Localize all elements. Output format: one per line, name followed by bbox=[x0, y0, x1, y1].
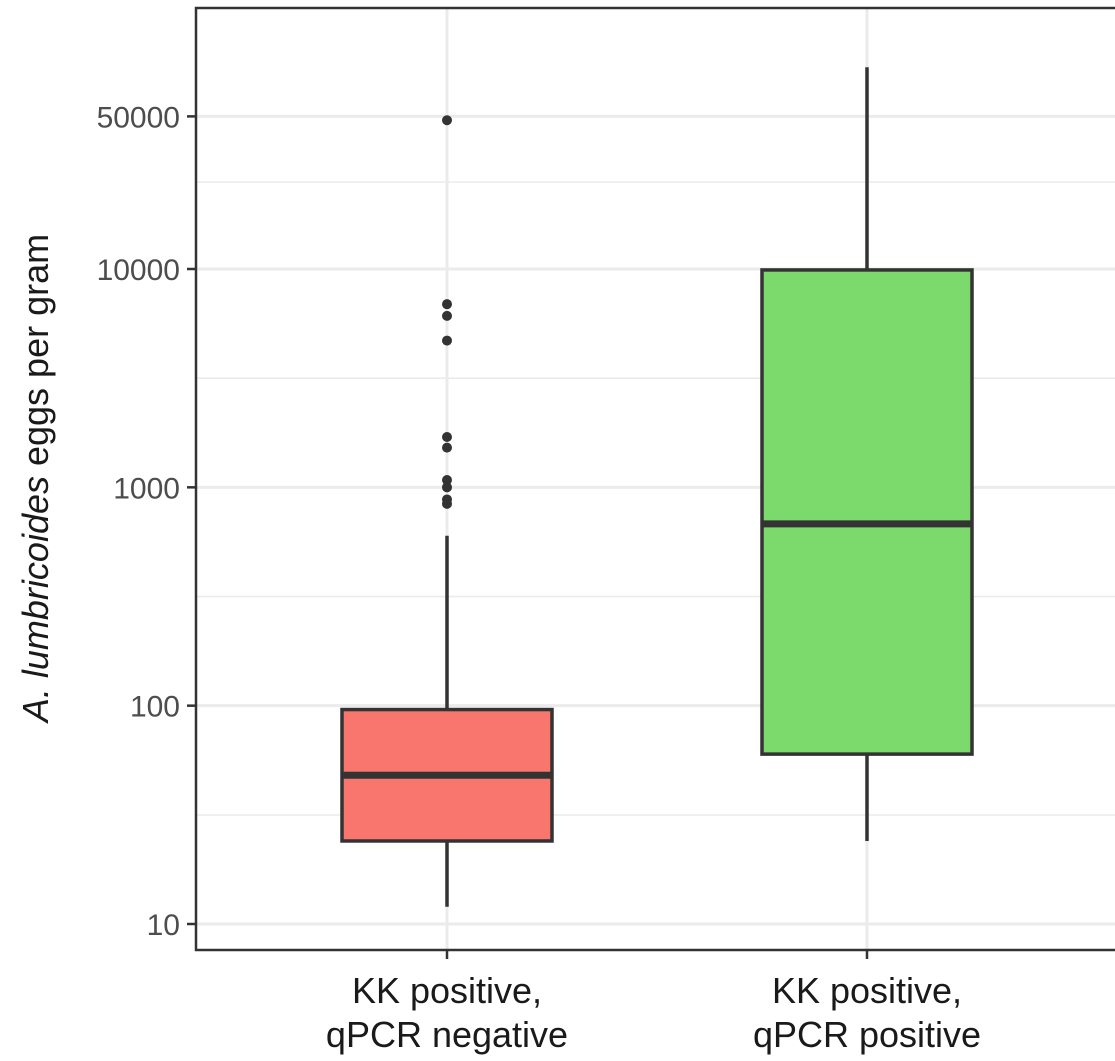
outlier-point bbox=[442, 498, 452, 509]
y-tick-label: 1000 bbox=[113, 472, 180, 505]
outlier-point bbox=[442, 310, 452, 321]
y-axis-ticks: 10 100 1000 10000 50000 bbox=[97, 101, 196, 942]
box-group bbox=[760, 67, 974, 841]
outlier-point bbox=[442, 482, 452, 493]
y-tick-label: 10 bbox=[147, 909, 180, 942]
y-tick-label: 100 bbox=[130, 691, 180, 724]
x-tick-label-line1: KK positive, bbox=[352, 970, 542, 1011]
outlier-point bbox=[442, 432, 452, 443]
y-axis-title-rest: eggs per gram bbox=[15, 234, 56, 476]
y-axis-title-italic: A. lumbricoides bbox=[15, 476, 56, 724]
outlier-point bbox=[442, 475, 452, 486]
x-tick-label-line2: qPCR negative bbox=[326, 1014, 568, 1055]
y-tick-label: 10000 bbox=[97, 254, 180, 287]
box-group bbox=[340, 115, 554, 907]
panel-border bbox=[194, 6, 1115, 952]
y-tick-label: 50000 bbox=[97, 101, 180, 134]
outlier-point bbox=[442, 335, 452, 346]
outlier-point bbox=[442, 299, 452, 310]
outlier-point bbox=[442, 115, 452, 126]
outlier-point bbox=[442, 442, 452, 453]
x-tick-label-line1: KK positive, bbox=[772, 970, 962, 1011]
y-axis-title: A. lumbricoides eggs per gram bbox=[15, 234, 56, 724]
grid-lines bbox=[196, 8, 1115, 950]
x-tick-label-line2: qPCR positive bbox=[753, 1014, 981, 1055]
box-iqr bbox=[760, 268, 974, 756]
boxes bbox=[340, 67, 974, 907]
